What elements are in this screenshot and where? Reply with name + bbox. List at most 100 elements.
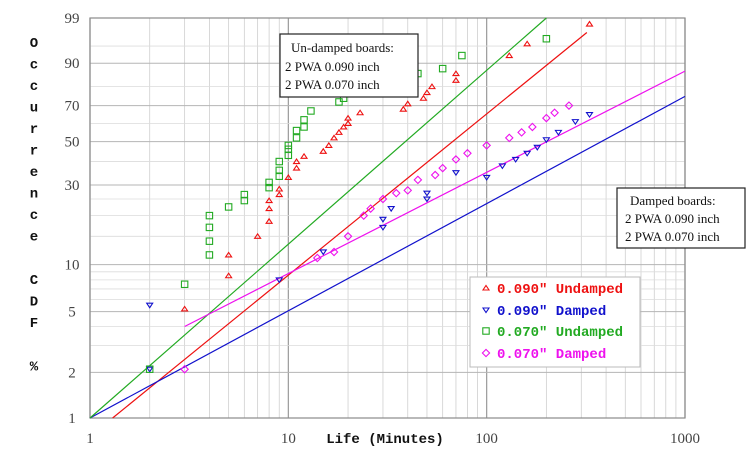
data-point-series-0 [292,158,301,165]
annotation-damped-line-2: 2 PWA 0.090 inch [625,211,720,226]
data-point-series-3 [378,194,388,204]
data-point-series-1 [498,163,507,170]
data-point-series-1 [585,111,594,119]
annotation-undamped: Un-damped boards: 2 PWA 0.090 inch 2 PWA… [279,33,419,98]
data-point-series-2 [284,141,293,150]
data-point-series-3 [564,101,574,110]
annotation-damped-line-1: Damped boards: [630,193,716,208]
y-axis-label-char: c [30,79,38,95]
legend-item-3: 0.070" Damped [481,347,606,363]
data-point-series-1 [422,196,431,203]
data-point-series-1 [571,119,580,126]
data-point-series-3 [430,170,440,180]
data-point-series-2 [224,203,233,211]
data-point-series-2 [205,211,214,220]
data-point-series-2 [284,145,293,154]
data-point-series-1 [554,129,563,136]
y-axis-label-char: F [30,316,38,332]
data-point-series-0 [344,119,353,126]
data-point-series-0 [180,305,189,312]
data-point-series-2 [300,116,308,124]
data-point-series-2 [265,183,273,192]
data-point-series-0 [330,134,339,141]
legend-marker-symbol-3 [481,348,491,358]
legend-marker-3 [481,348,491,358]
data-point-series-1 [387,206,396,213]
annotation-undamped-line-3: 2 PWA 0.070 inch [285,77,380,92]
y-axis-label-char: r [30,144,38,160]
data-point-series-2 [240,190,249,199]
y-axis-label-char: r [30,122,38,138]
data-point-series-2 [300,123,308,131]
y-axis-label-char: e [30,165,38,181]
data-point-series-0 [292,164,301,171]
data-point-series-1 [451,170,460,177]
data-point-series-0 [344,114,353,121]
data-point-series-0 [265,217,274,224]
y-axis-label-char: c [30,58,38,74]
y-axis-label-char: n [30,187,38,203]
data-point-series-0 [334,128,343,135]
data-point-series-2 [145,365,154,373]
data-point-series-0 [419,94,428,101]
data-point-series-0 [284,173,293,180]
x-axis-label: Life (Minutes) [326,432,444,448]
data-point-series-3 [482,141,492,150]
data-point-series-1 [378,216,387,223]
legend-marker-symbol-0 [481,284,491,291]
data-point-series-2 [542,34,551,43]
data-point-series-3 [451,155,461,164]
annotation-undamped-line-1: Un-damped boards: [291,40,394,55]
legend: 0.090" Undamped 0.090" Damped 0.070" Und… [469,276,641,368]
x-tick-label: 1 [86,431,94,447]
data-point-series-3 [527,122,537,132]
legend-label-0: 0.090" Undamped [497,282,623,298]
y-tick-label: 30 [65,178,80,194]
data-point-series-2 [275,166,284,175]
data-point-series-1 [319,249,328,256]
data-point-series-1 [511,156,520,163]
y-tick-label: 2 [68,365,76,381]
legend-item-2: 0.070" Undamped [482,325,623,341]
legend-marker-2 [482,327,490,335]
y-tick-label: 99 [65,11,80,27]
y-axis-label-char: D [30,295,38,311]
y-tick-label: 50 [65,135,80,151]
data-point-series-1 [145,366,154,373]
legend-marker-0 [481,284,491,291]
fit-line-series-1 [89,95,686,419]
y-axis-label-char: u [30,101,38,117]
data-point-series-3 [366,204,376,213]
data-point-series-0 [224,251,233,258]
data-point-series-2 [292,134,301,142]
y-tick-label: 5 [68,305,76,321]
data-point-series-2 [180,280,189,289]
data-point-series-0 [275,191,284,198]
data-point-series-3 [329,247,339,257]
legend-marker-symbol-2 [482,327,490,335]
data-point-series-3 [517,128,526,137]
data-point-series-0 [523,40,532,47]
fit-lines [89,17,686,419]
data-point-series-3 [541,113,551,123]
data-point-series-3 [438,163,448,173]
data-point-series-1 [482,174,491,181]
legend-marker-1 [481,307,491,314]
data-point-series-0 [356,109,365,116]
fit-line-series-2 [89,17,547,419]
data-point-series-2 [292,126,301,135]
data-point-series-2 [458,51,466,60]
legend-item-1: 0.090" Damped [481,304,606,320]
data-point-series-2 [438,64,447,73]
annotation-damped-line-3: 2 PWA 0.070 inch [625,229,720,244]
annotation-undamped-line-2: 2 PWA 0.090 inch [285,59,380,74]
data-point-series-2 [307,107,315,115]
y-axis-label-char: % [30,360,39,376]
tick-labels: 1 10 100 1000 1 2 5 10 30 50 70 90 99 [65,11,701,447]
data-point-series-3 [359,211,369,220]
data-point-series-0 [275,185,284,192]
data-point-series-3 [550,108,559,118]
